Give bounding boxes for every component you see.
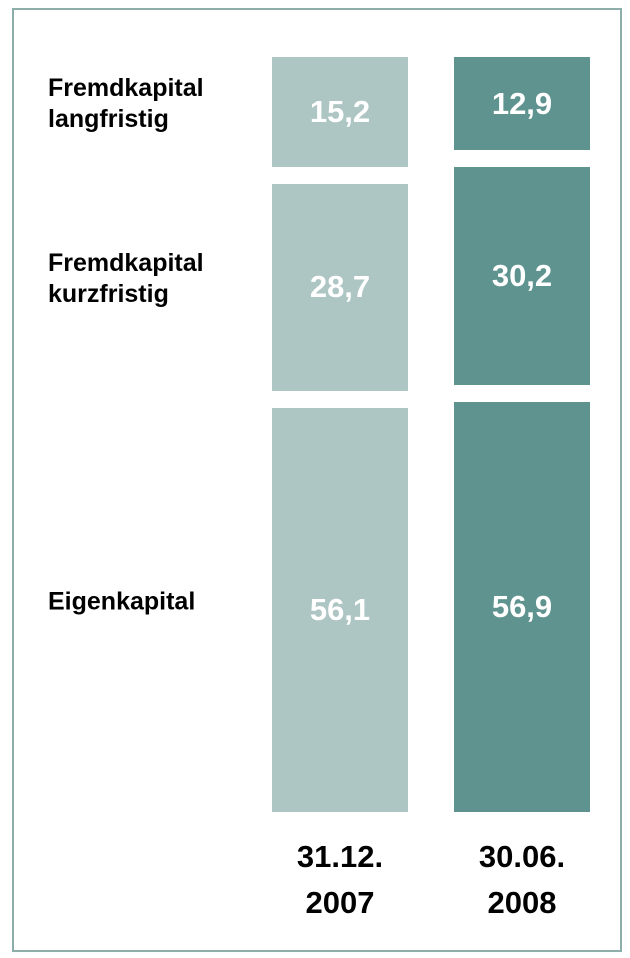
bar-segment bbox=[272, 57, 408, 167]
series-label: Fremdkapital kurzfristig bbox=[48, 249, 204, 309]
value-label: 56,1 bbox=[309, 591, 371, 627]
chart-frame bbox=[12, 8, 622, 952]
value-label: 12,9 bbox=[491, 85, 553, 121]
x-tick-label: 30.06. 2008 bbox=[478, 839, 566, 920]
value-label: 15,2 bbox=[309, 93, 371, 129]
bar-segment bbox=[272, 407, 408, 812]
value-label: 30,2 bbox=[491, 257, 553, 293]
bar-segment bbox=[454, 57, 590, 150]
x-tick-label: 31.12. 2007 bbox=[296, 839, 384, 920]
bar-segment bbox=[454, 401, 590, 812]
series-label: Fremdkapital langfristig bbox=[48, 73, 204, 133]
value-label: 56,9 bbox=[491, 588, 553, 624]
bar-segment bbox=[454, 167, 590, 385]
bar-segment bbox=[272, 183, 408, 391]
series-label: Eigenkapital bbox=[48, 587, 196, 616]
value-label: 28,7 bbox=[309, 269, 371, 305]
